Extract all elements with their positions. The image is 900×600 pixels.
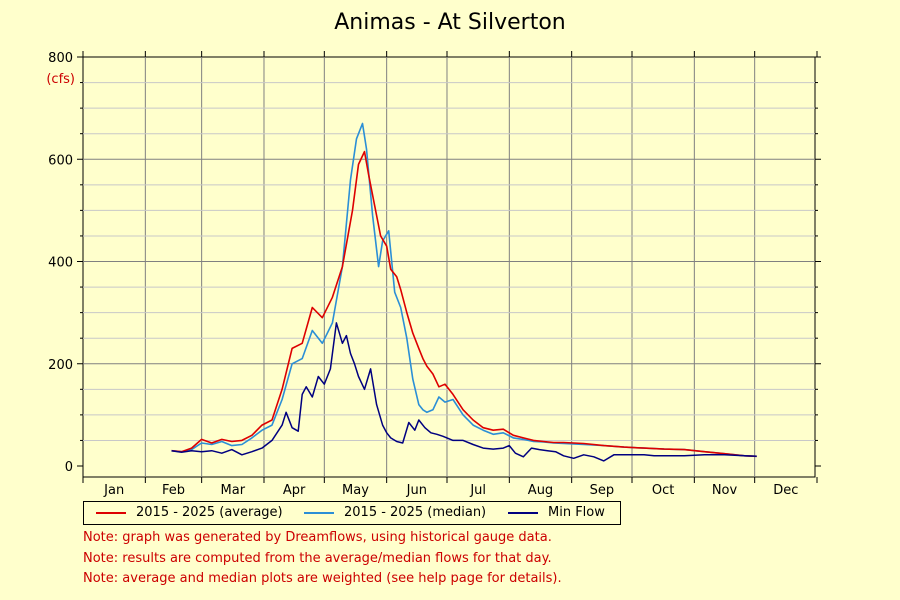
- plot-area: [82, 56, 816, 478]
- series-line-2: [171, 322, 757, 462]
- legend-swatch-average: [96, 511, 126, 514]
- note-line-2: Note: results are computed from the aver…: [83, 551, 552, 566]
- x-tick-label: Feb: [162, 483, 185, 498]
- x-tick-label: Nov: [712, 483, 738, 498]
- legend-swatch-min-flow: [508, 511, 538, 514]
- series-lines: [171, 122, 757, 462]
- legend-label-min-flow: Min Flow: [548, 505, 605, 520]
- series-line-1: [171, 122, 757, 458]
- x-tick-label: Apr: [283, 483, 306, 498]
- x-tick-label: Jan: [103, 483, 124, 498]
- note-line-1: Note: graph was generated by Dreamflows,…: [83, 530, 552, 545]
- chart-title: Animas - At Silverton: [334, 10, 566, 35]
- legend-item-average: 2015 - 2025 (average): [96, 505, 283, 520]
- x-tick-label: Dec: [773, 483, 798, 498]
- x-axis-ticks: Jan Feb Mar Apr May Jun Jul Aug Sep Oct Nov Dec: [82, 51, 818, 498]
- y-tick-label: 800: [48, 51, 73, 66]
- x-tick-label: Oct: [652, 483, 674, 498]
- legend: 2015 - 2025 (average) 2015 - 2025 (media…: [83, 501, 621, 525]
- note-line-3: Note: average and median plots are weigh…: [83, 571, 562, 586]
- grid-lines: [83, 57, 815, 477]
- x-tick-label: Sep: [590, 483, 615, 498]
- y-axis-ticks: 0 200 400 600 800: [48, 51, 821, 475]
- legend-item-median: 2015 - 2025 (median): [304, 505, 486, 520]
- y-tick-label: 400: [48, 256, 73, 271]
- legend-swatch-median: [304, 511, 334, 514]
- legend-item-min-flow: Min Flow: [508, 505, 605, 520]
- x-tick-label: Jul: [469, 483, 486, 498]
- y-axis-unit-label: (cfs): [46, 72, 75, 87]
- x-tick-label: Jun: [406, 483, 427, 498]
- y-tick-label: 0: [65, 460, 73, 475]
- y-tick-label: 600: [48, 153, 73, 168]
- x-tick-label: Mar: [221, 483, 246, 498]
- legend-label-median: 2015 - 2025 (median): [344, 505, 487, 520]
- y-tick-label: 200: [48, 358, 73, 373]
- series-line-0: [171, 150, 757, 458]
- x-tick-label: Aug: [528, 483, 553, 498]
- x-tick-label: May: [342, 483, 369, 498]
- legend-label-average: 2015 - 2025 (average): [136, 505, 283, 520]
